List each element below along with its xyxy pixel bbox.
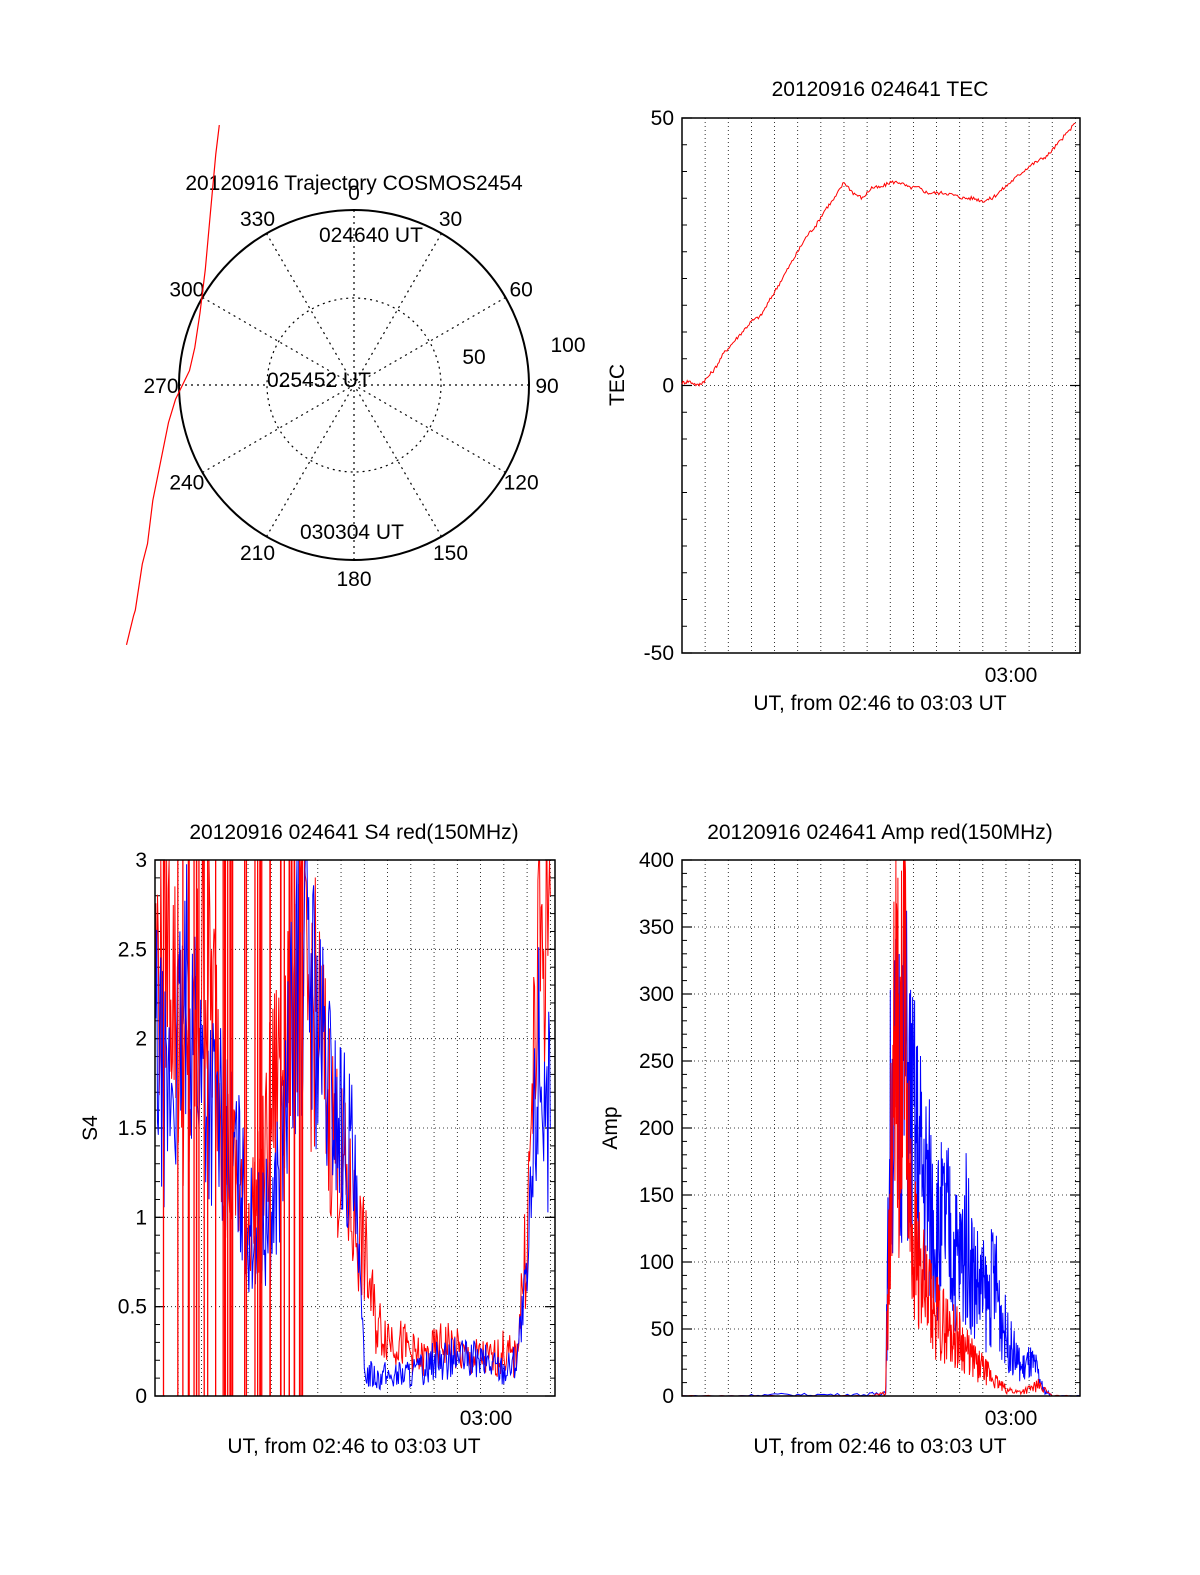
- amp-ytick-label: 100: [639, 1251, 674, 1274]
- tec-ytick-label: 0: [662, 375, 674, 398]
- polar-azimuth-label: 150: [433, 542, 468, 565]
- s4-ytick-label: 2.5: [118, 938, 147, 961]
- s4-xlabel: UT, from 02:46 to 03:03 UT: [227, 1435, 480, 1458]
- amp-ylabel: Amp: [599, 1106, 622, 1149]
- amp-ytick-label: 150: [639, 1184, 674, 1207]
- polar-spokes: [179, 210, 529, 560]
- polar-azimuth-label: 90: [535, 375, 558, 398]
- amp-xlabel: UT, from 02:46 to 03:03 UT: [753, 1435, 1006, 1458]
- s4-xtick-label: 03:00: [460, 1407, 513, 1430]
- tec-ytick-label: 50: [651, 107, 674, 130]
- polar-azimuth-label: 30: [439, 208, 462, 231]
- s4-series: [154, 859, 551, 1396]
- s4-frame: [154, 859, 556, 1397]
- polar-azimuth-label: 0: [348, 182, 360, 205]
- polar-elev-label-50: 50: [462, 346, 485, 369]
- polar-azimuth-label: 300: [169, 279, 204, 302]
- tec-ytick-labels: -50 0 50: [644, 107, 674, 665]
- amp-panel: 20120916 024641 Amp red(150MHz) 0 50 100 15…: [599, 821, 1081, 1458]
- s4-ytick-label: 2: [135, 1028, 147, 1051]
- trajectory-mid-label: 025452 UT: [267, 369, 371, 392]
- amp-ytick-label: 50: [651, 1318, 674, 1341]
- s4-ytick-label: 1: [135, 1206, 147, 1229]
- trajectory-end-label: 030304 UT: [300, 521, 404, 544]
- polar-title: 20120916 Trajectory COSMOS2454: [185, 172, 523, 195]
- amp-series-red: [681, 859, 1080, 1397]
- trajectory-start-label: 024640 UT: [319, 224, 423, 247]
- amp-series: [681, 859, 1081, 1397]
- amp-ytick-label: 350: [639, 916, 674, 939]
- tec-ytick-label: -50: [644, 642, 674, 665]
- polar-azimuth-label: 120: [504, 472, 539, 495]
- polar-azimuth-label: 330: [240, 208, 275, 231]
- tec-panel: 20120916 024641 TEC -50 0 50 TEC 03:00 UT,…: [606, 78, 1081, 715]
- polar-azimuth-label: 180: [336, 568, 371, 591]
- amp-frame: [681, 859, 1081, 1397]
- tec-series-red: [681, 122, 1076, 387]
- s4-ytick-label: 0: [135, 1385, 147, 1408]
- s4-ytick-label: 0.5: [118, 1296, 147, 1319]
- amp-ytick-label: 250: [639, 1050, 674, 1073]
- s4-ytick-label: 1.5: [118, 1117, 147, 1140]
- amp-ytick-label: 400: [639, 849, 674, 872]
- s4-panel: 20120916 024641 S4 red(150MHz) 0 0.5 1 1.5 2…: [79, 821, 556, 1458]
- tec-xtick-label: 03:00: [985, 664, 1038, 687]
- polar-azimuth-label: 210: [240, 542, 275, 565]
- tec-xlabel: UT, from 02:46 to 03:03 UT: [753, 692, 1006, 715]
- s4-series-blue: [154, 859, 551, 1391]
- tec-frame: [681, 117, 1081, 654]
- polar-elev-label-100: 100: [550, 334, 585, 357]
- s4-ytick-labels: 0 0.5 1 1.5 2 2.5 3: [118, 849, 147, 1408]
- polar-azimuth-labels: 0 30 60 90 120 150 180 210 240 270 300 330: [143, 182, 558, 591]
- polar-spoke: [265, 233, 443, 537]
- amp-grid: [682, 859, 1080, 1397]
- tec-ylabel: TEC: [606, 364, 629, 406]
- amp-ytick-label: 300: [639, 983, 674, 1006]
- polar-azimuth-label: 270: [143, 375, 178, 398]
- polar-azimuth-label: 240: [169, 472, 204, 495]
- s4-ylabel: S4: [79, 1115, 102, 1141]
- tec-grid: [682, 117, 1080, 654]
- amp-ytick-label: 0: [662, 1385, 674, 1408]
- s4-series-red: [154, 859, 551, 1378]
- s4-ytick-label: 3: [135, 849, 147, 872]
- polar-inner-circle: [266, 297, 442, 473]
- tec-title: 20120916 024641 TEC: [772, 78, 989, 101]
- amp-ytick-label: 200: [639, 1117, 674, 1140]
- polar-azimuth-label: 60: [509, 279, 532, 302]
- trajectory-line: [125, 125, 220, 646]
- amp-series-blue: [681, 877, 1081, 1397]
- amp-xtick-label: 03:00: [985, 1407, 1038, 1430]
- amp-title: 20120916 024641 Amp red(150MHz): [707, 821, 1053, 844]
- s4-title: 20120916 024641 S4 red(150MHz): [189, 821, 518, 844]
- amp-ytick-labels: 0 50 100 150 200 250 300 350 400: [639, 849, 674, 1408]
- polar-panel: 20120916 Trajectory COSMOS2454 0 30 60 90 12…: [125, 125, 586, 646]
- tec-series: [681, 122, 1076, 387]
